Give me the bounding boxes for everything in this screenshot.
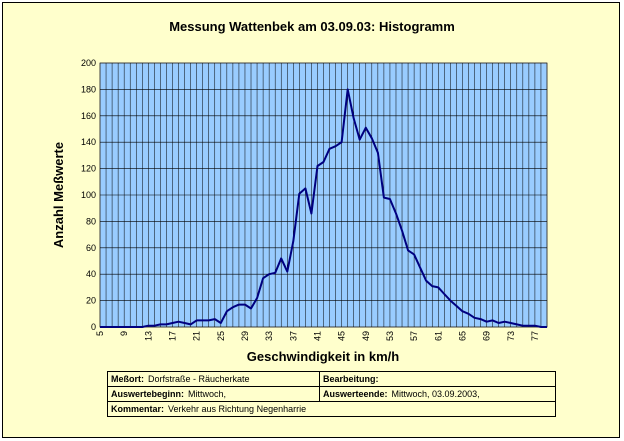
x-tick-label: 25 [216, 331, 226, 341]
x-axis-title: Geschwindigkeit in km/h [247, 349, 399, 364]
ende-value: Mittwoch, 03.09.2003, [391, 389, 480, 399]
y-tick-label: 80 [86, 216, 96, 226]
x-tick-label: 65 [457, 331, 467, 341]
x-tick-label: 57 [409, 331, 419, 341]
chart-frame: Messung Wattenbek am 03.09.03: Histogram… [2, 2, 620, 438]
info-row-3: Kommentar: Verkehr aus Richtung Negenharr… [107, 401, 556, 417]
bearbeitung-cell: Bearbeitung: [319, 371, 556, 387]
x-tick-label: 73 [506, 331, 516, 341]
bearbeitung-label: Bearbeitung: [323, 374, 379, 384]
y-tick-label: 40 [86, 269, 96, 279]
y-tick-label: 180 [81, 84, 96, 94]
x-tick-label: 5 [95, 331, 105, 336]
messort-value: Dorfstraße - Räucherkate [148, 374, 250, 384]
y-tick-label: 160 [81, 111, 96, 121]
x-tick-label: 49 [361, 331, 371, 341]
y-tick-labels: 0 20 40 60 80 100 120 140 160 180 200 [81, 58, 96, 332]
beginn-value: Mittwoch, [188, 389, 227, 399]
messort-cell: Meßort: Dorfstraße - Räucherkate [107, 371, 320, 387]
ende-cell: Auswerteende: Mittwoch, 03.09.2003, [319, 386, 556, 402]
y-tick-label: 120 [81, 164, 96, 174]
beginn-cell: Auswertebeginn: Mittwoch, [107, 386, 320, 402]
y-tick-label: 100 [81, 190, 96, 200]
info-row-2: Auswertebeginn: Mittwoch, Auswerteende: Mi… [107, 386, 556, 402]
ende-label: Auswerteende: [323, 389, 388, 399]
y-tick-label: 140 [81, 137, 96, 147]
beginn-label: Auswertebeginn: [111, 389, 185, 399]
histogram-chart: Messung Wattenbek am 03.09.03: Histogram… [51, 19, 548, 364]
kommentar-value: Verkehr aus Richtung Negenharrie [168, 404, 307, 414]
y-tick-label: 200 [81, 58, 96, 68]
chart-title: Messung Wattenbek am 03.09.03: Histogram… [169, 19, 455, 34]
x-tick-label: 37 [288, 331, 298, 341]
x-tick-label: 45 [337, 331, 347, 341]
y-tick-label: 0 [91, 322, 96, 332]
series-line [100, 88, 547, 328]
horizontal-gridlines [100, 62, 547, 328]
info-table: Meßort: Dorfstraße - Räucherkate Bearbeit… [107, 371, 556, 417]
y-tick-label: 20 [86, 296, 96, 306]
info-row-1: Meßort: Dorfstraße - Räucherkate Bearbeit… [107, 371, 556, 387]
y-axis-title: Anzahl Meßwerte [51, 142, 66, 248]
x-tick-label: 77 [530, 331, 540, 341]
x-tick-label: 9 [119, 331, 129, 336]
x-tick-label: 21 [192, 331, 202, 341]
kommentar-cell: Kommentar: Verkehr aus Richtung Negenharr… [107, 401, 556, 417]
x-tick-label: 61 [433, 331, 443, 341]
messort-label: Meßort: [111, 374, 144, 384]
x-tick-label: 41 [312, 331, 322, 341]
x-tick-label: 53 [385, 331, 395, 341]
x-tick-label: 69 [482, 331, 492, 341]
y-tick-label: 60 [86, 243, 96, 253]
x-tick-label: 13 [143, 331, 153, 341]
x-tick-label: 29 [240, 331, 250, 341]
x-tick-labels: 5 9 13 17 21 25 29 33 37 41 45 49 53 57 61 65 69 73 77 [95, 331, 540, 341]
x-tick-label: 17 [167, 331, 177, 341]
x-tick-label: 33 [264, 331, 274, 341]
kommentar-label: Kommentar: [111, 404, 165, 414]
